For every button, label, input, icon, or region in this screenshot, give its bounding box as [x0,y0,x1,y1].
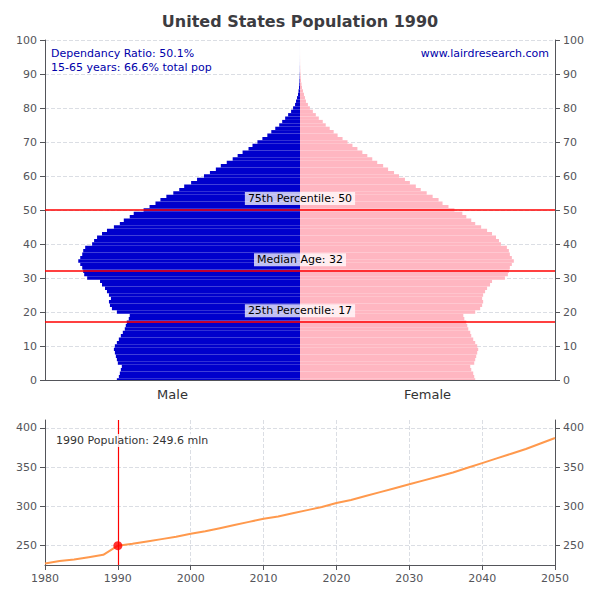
svg-text:90: 90 [563,68,577,81]
svg-text:0: 0 [563,374,570,387]
svg-text:30: 30 [23,272,37,285]
svg-text:400: 400 [563,421,584,434]
svg-text:30: 30 [563,272,577,285]
svg-text:Dependancy Ratio: 50.1%: Dependancy Ratio: 50.1% [51,47,194,60]
svg-text:90: 90 [23,68,37,81]
svg-text:70: 70 [563,136,577,149]
svg-text:300: 300 [563,500,584,513]
svg-text:1990: 1990 [104,572,132,585]
svg-text:80: 80 [23,102,37,115]
svg-text:75th Percentile: 50: 75th Percentile: 50 [248,192,352,205]
svg-text:2030: 2030 [395,572,423,585]
svg-text:15-65 years: 66.6% total pop: 15-65 years: 66.6% total pop [51,61,212,74]
svg-text:250: 250 [563,539,584,552]
svg-text:25th Percentile: 17: 25th Percentile: 17 [248,304,352,317]
svg-text:www.lairdresearch.com: www.lairdresearch.com [421,47,549,60]
svg-text:2050: 2050 [541,572,569,585]
svg-text:10: 10 [563,340,577,353]
svg-text:350: 350 [563,461,584,474]
svg-text:50: 50 [563,204,577,217]
svg-text:Female: Female [404,387,451,402]
svg-text:40: 40 [23,238,37,251]
svg-text:10: 10 [23,340,37,353]
svg-text:250: 250 [16,539,37,552]
svg-text:20: 20 [563,306,577,319]
svg-text:Male: Male [157,387,188,402]
svg-text:1990 Population: 249.6 mln: 1990 Population: 249.6 mln [56,434,208,447]
svg-text:2010: 2010 [250,572,278,585]
svg-text:100: 100 [16,34,37,47]
svg-text:2020: 2020 [322,572,350,585]
svg-text:350: 350 [16,461,37,474]
svg-text:60: 60 [23,170,37,183]
svg-text:20: 20 [23,306,37,319]
svg-text:2040: 2040 [468,572,496,585]
svg-text:70: 70 [23,136,37,149]
svg-text:Median Age: 32: Median Age: 32 [257,253,343,266]
svg-text:80: 80 [563,102,577,115]
svg-text:400: 400 [16,421,37,434]
svg-text:50: 50 [23,204,37,217]
svg-text:2000: 2000 [177,572,205,585]
svg-text:United States Population 1990: United States Population 1990 [162,12,438,31]
svg-text:60: 60 [563,170,577,183]
svg-text:40: 40 [563,238,577,251]
svg-text:1980: 1980 [31,572,59,585]
svg-text:300: 300 [16,500,37,513]
svg-text:100: 100 [563,34,584,47]
svg-text:0: 0 [30,374,37,387]
